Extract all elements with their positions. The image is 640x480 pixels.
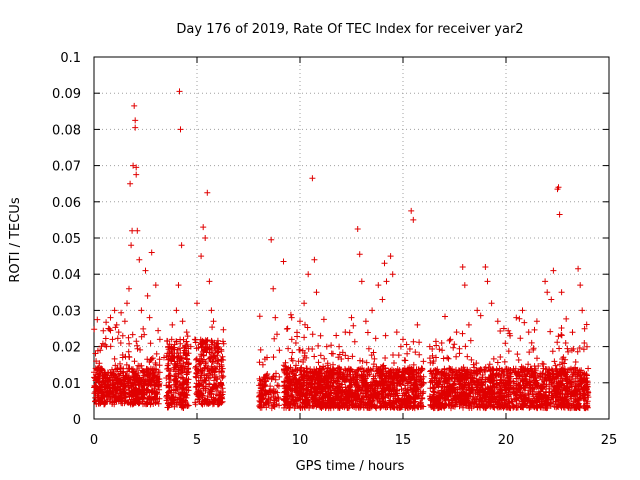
y-tick-label: 0.07	[52, 160, 81, 175]
data-point-cloud	[91, 309, 592, 412]
y-axis-label: ROTI / TECUs	[8, 197, 23, 282]
data-points	[91, 88, 592, 412]
plot-frame	[93, 56, 610, 420]
x-tick-label: 20	[498, 433, 515, 448]
x-tick-label: 10	[292, 433, 309, 448]
x-tick-label: 5	[193, 433, 201, 448]
y-tick-label: 0.02	[52, 341, 81, 356]
axis-ticks: 0 5 10 15 20 25 0 0.01 0.02 0.03 0.04 0.05 0.06 0.07 0…	[52, 51, 617, 448]
y-tick-label: 0.03	[52, 304, 81, 319]
y-tick-label: 0	[73, 413, 81, 428]
x-axis-label: GPS time / hours	[296, 459, 405, 474]
y-tick-label: 0.06	[52, 196, 81, 211]
y-tick-label: 0.05	[52, 232, 81, 247]
chart-title: Day 176 of 2019, Rate Of TEC Index for r…	[176, 22, 523, 37]
data-point-series	[93, 88, 588, 379]
y-tick-label: 0.1	[60, 51, 81, 66]
grid-lines	[94, 57, 609, 419]
x-tick-label: 25	[601, 433, 618, 448]
y-tick-label: 0.09	[52, 87, 81, 102]
y-tick-label: 0.08	[52, 123, 81, 138]
x-tick-label: 0	[90, 433, 98, 448]
x-tick-label: 15	[395, 433, 412, 448]
y-tick-label: 0.01	[52, 377, 81, 392]
y-tick-label: 0.04	[52, 268, 81, 283]
